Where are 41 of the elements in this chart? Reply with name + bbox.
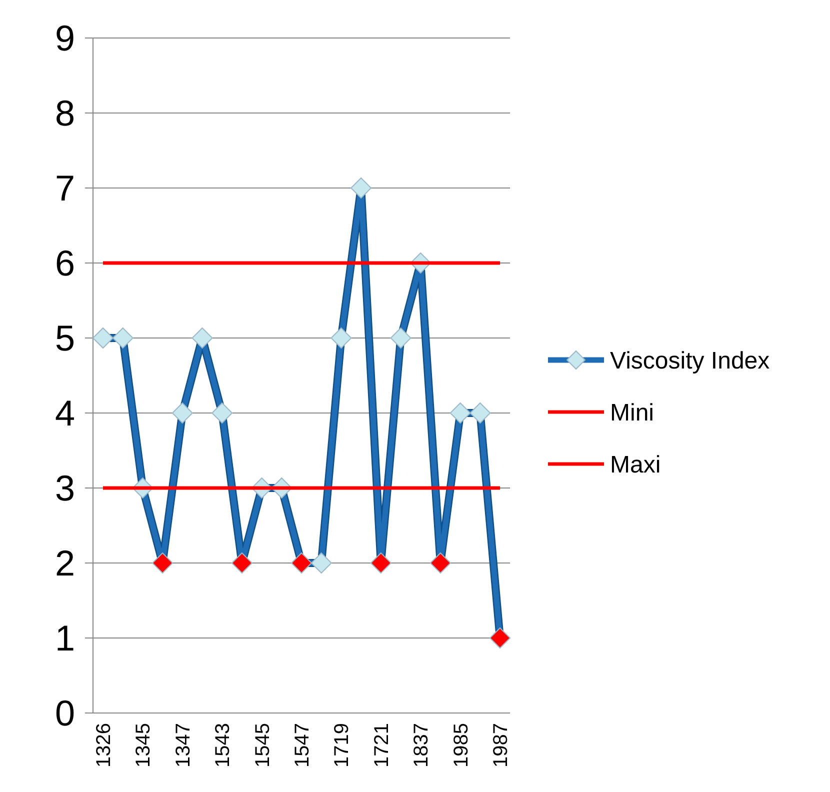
x-tick-label: 1347 — [172, 723, 194, 768]
y-tick-label: 1 — [54, 618, 75, 659]
y-tick-label: 5 — [54, 318, 75, 359]
point — [450, 402, 471, 424]
x-tick-label: 1837 — [410, 723, 433, 768]
legend-label: Maxi — [610, 451, 661, 478]
legend-label: Viscosity Index — [610, 347, 770, 374]
x-tick-label: 1985 — [450, 723, 472, 768]
point — [370, 552, 392, 574]
x-tick-label: 1721 — [370, 723, 393, 768]
point — [112, 328, 134, 348]
point — [430, 552, 451, 574]
point — [291, 552, 312, 574]
y-tick-label: 8 — [54, 92, 75, 134]
point — [192, 328, 213, 348]
y-tick-label: 9 — [54, 18, 75, 59]
point — [490, 628, 510, 648]
x-tick-label: 1719 — [331, 723, 354, 768]
point — [212, 402, 233, 424]
point — [390, 328, 412, 348]
y-tick-label: 0 — [54, 692, 75, 734]
x-tick-label: 1987 — [490, 723, 512, 768]
point — [152, 552, 174, 574]
y-tick-label: 3 — [54, 468, 75, 509]
y-tick-label: 4 — [54, 392, 75, 434]
x-tick-label: 1545 — [252, 723, 274, 768]
y-tick-label: 7 — [54, 168, 75, 209]
point — [330, 328, 352, 348]
point — [231, 552, 252, 574]
point — [350, 178, 372, 198]
point — [172, 402, 193, 424]
x-tick-label: 1326 — [93, 723, 115, 768]
point — [92, 328, 114, 348]
legend-label: Mini — [610, 399, 654, 426]
x-tick-label: 1547 — [292, 723, 314, 768]
x-tick-label: 1345 — [132, 723, 155, 768]
x-tick-label: 1543 — [212, 723, 234, 768]
y-tick-label: 2 — [54, 542, 75, 584]
point — [470, 402, 491, 424]
y-tick-label: 6 — [54, 242, 75, 284]
point — [310, 552, 332, 574]
